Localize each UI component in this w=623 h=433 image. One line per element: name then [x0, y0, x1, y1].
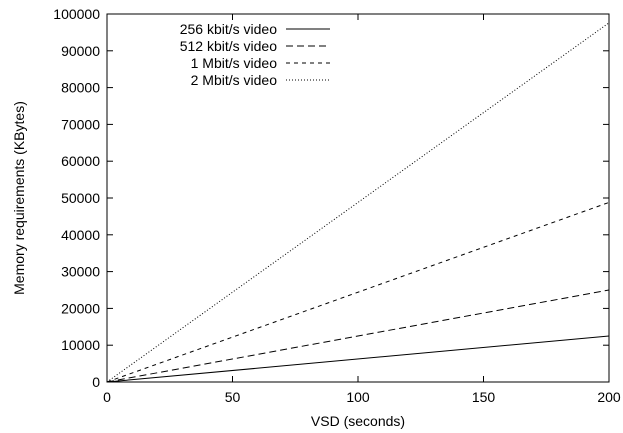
series-line-4	[106, 22, 610, 383]
y-tick-label: 30000	[61, 264, 100, 280]
legend-label: 512 kbit/s video	[180, 38, 277, 54]
x-tick-label: 150	[472, 389, 496, 405]
y-tick-label: 80000	[61, 80, 100, 96]
series-line-2	[106, 289, 610, 383]
x-tick-label: 100	[346, 389, 370, 405]
legend-label: 2 Mbit/s video	[191, 72, 278, 88]
x-axis-title: VSD (seconds)	[311, 413, 405, 429]
y-tick-label: 100000	[53, 6, 100, 22]
legend-label: 256 kbit/s video	[180, 21, 277, 37]
y-tick-label: 70000	[61, 116, 100, 132]
x-tick-label: 200	[597, 389, 621, 405]
y-axis-title: Memory requirements (KBytes)	[11, 101, 27, 295]
y-tick-label: 90000	[61, 43, 100, 59]
x-tick-label: 50	[225, 389, 241, 405]
y-tick-label: 0	[92, 374, 100, 390]
x-tick-label: 0	[103, 389, 111, 405]
y-tick-label: 10000	[61, 337, 100, 353]
y-tick-label: 20000	[61, 300, 100, 316]
x-axis: 0 50 100 150 200	[103, 14, 621, 405]
series-line-1	[106, 335, 610, 383]
y-tick-label: 60000	[61, 153, 100, 169]
y-tick-label: 50000	[61, 190, 100, 206]
legend-label: 1 Mbit/s video	[191, 55, 278, 71]
series-lines	[106, 22, 610, 383]
series-line-3	[106, 201, 610, 383]
y-axis: 0 10000 20000 30000 40000 50000 60000 70000 8000…	[53, 6, 609, 390]
plot-frame	[106, 13, 610, 383]
y-tick-label: 40000	[61, 227, 100, 243]
